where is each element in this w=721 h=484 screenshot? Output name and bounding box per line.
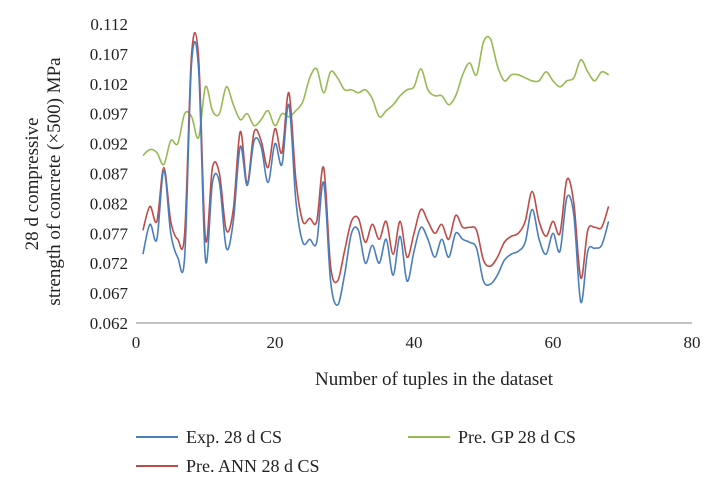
y-tick-label: 0.072 (90, 254, 128, 273)
legend-label-gp: Pre. GP 28 d CS (458, 427, 576, 447)
legend-item-exp: Exp. 28 d CS (136, 427, 282, 447)
x-axis-ticks: 0 20 40 60 80 (132, 333, 701, 352)
x-tick-label: 20 (267, 333, 284, 352)
y-tick-label: 0.062 (90, 314, 128, 333)
y-axis-title: 28 d compressive strength of concrete (×… (22, 57, 65, 306)
y-tick-label: 0.102 (90, 75, 128, 94)
y-tick-label: 0.112 (90, 15, 128, 34)
series-line-exp (142, 40, 610, 306)
x-tick-label: 40 (406, 333, 423, 352)
legend-label-exp: Exp. 28 d CS (186, 427, 282, 447)
series-lines (142, 31, 610, 306)
x-tick-label: 80 (684, 333, 701, 352)
y-tick-label: 0.097 (90, 105, 129, 124)
x-tick-label: 0 (132, 333, 141, 352)
y-tick-label: 0.082 (90, 194, 128, 213)
x-axis-title: Number of tuples in the dataset (315, 369, 554, 390)
legend-label-ann: Pre. ANN 28 d CS (186, 456, 320, 476)
series-line-gp (142, 35, 610, 166)
y-axis-ticks: 0.062 0.067 0.072 0.077 0.082 0.087 0.092 0.097… (90, 15, 129, 333)
x-tick-label: 60 (545, 333, 562, 352)
y-axis-title-line-1: 28 d compressive (22, 117, 43, 250)
legend: Exp. 28 d CS Pre. GP 28 d CS Pre. ANN 28… (136, 427, 576, 476)
y-tick-label: 0.092 (90, 135, 128, 154)
y-tick-label: 0.087 (90, 165, 129, 184)
y-tick-label: 0.077 (90, 224, 129, 243)
y-axis-title-line-2: strength of concrete (×500) MPa (44, 57, 65, 306)
y-tick-label: 0.107 (90, 45, 129, 64)
y-tick-label: 0.067 (90, 284, 129, 303)
legend-item-gp: Pre. GP 28 d CS (408, 427, 576, 447)
series-line-ann (142, 31, 610, 284)
legend-item-ann: Pre. ANN 28 d CS (136, 456, 320, 476)
